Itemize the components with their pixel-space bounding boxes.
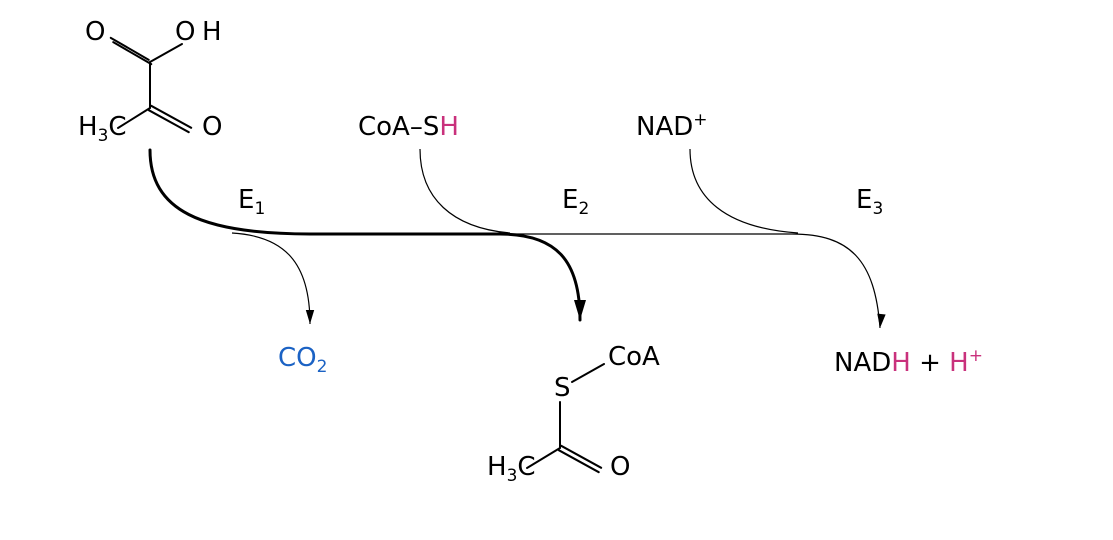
pyruvate-atom-O_dbl_lower: O <box>202 112 222 142</box>
arrow-thin-main <box>500 234 880 328</box>
enzyme-e1: E1 <box>238 185 265 219</box>
reactant-coa-sh: CoA–SH <box>358 112 459 142</box>
enzyme-e3: E3 <box>856 185 883 219</box>
enzyme-e2: E2 <box>562 185 589 219</box>
product-co2: CO2 <box>278 343 327 377</box>
arrow-bold-main <box>150 150 580 320</box>
arrowhead <box>306 310 314 324</box>
acetylcoa-atom-H3C: H3C <box>487 452 536 486</box>
pyruvate-atom-H3C: H3C <box>78 112 127 146</box>
arrowhead <box>877 314 885 328</box>
arrow-in-nad <box>690 149 798 233</box>
pyruvate-atom-H_acid: H <box>202 17 222 47</box>
product-nadh-hplus: NADH + H+ <box>834 346 983 378</box>
reactant-nad-plus: NAD+ <box>636 110 708 142</box>
acetylcoa-atom-CoA: CoA <box>608 342 660 372</box>
arrow-in-coa <box>420 149 510 233</box>
pyruvate-atom-O_single: O <box>175 17 195 47</box>
pyruvate-atom-O_dbl_upper: O <box>85 17 105 47</box>
acetylcoa-atom-O: O <box>610 452 630 482</box>
arrow-out-co2 <box>232 233 310 324</box>
arrowhead <box>574 300 586 320</box>
acetylcoa-atom-S: S <box>554 373 571 403</box>
